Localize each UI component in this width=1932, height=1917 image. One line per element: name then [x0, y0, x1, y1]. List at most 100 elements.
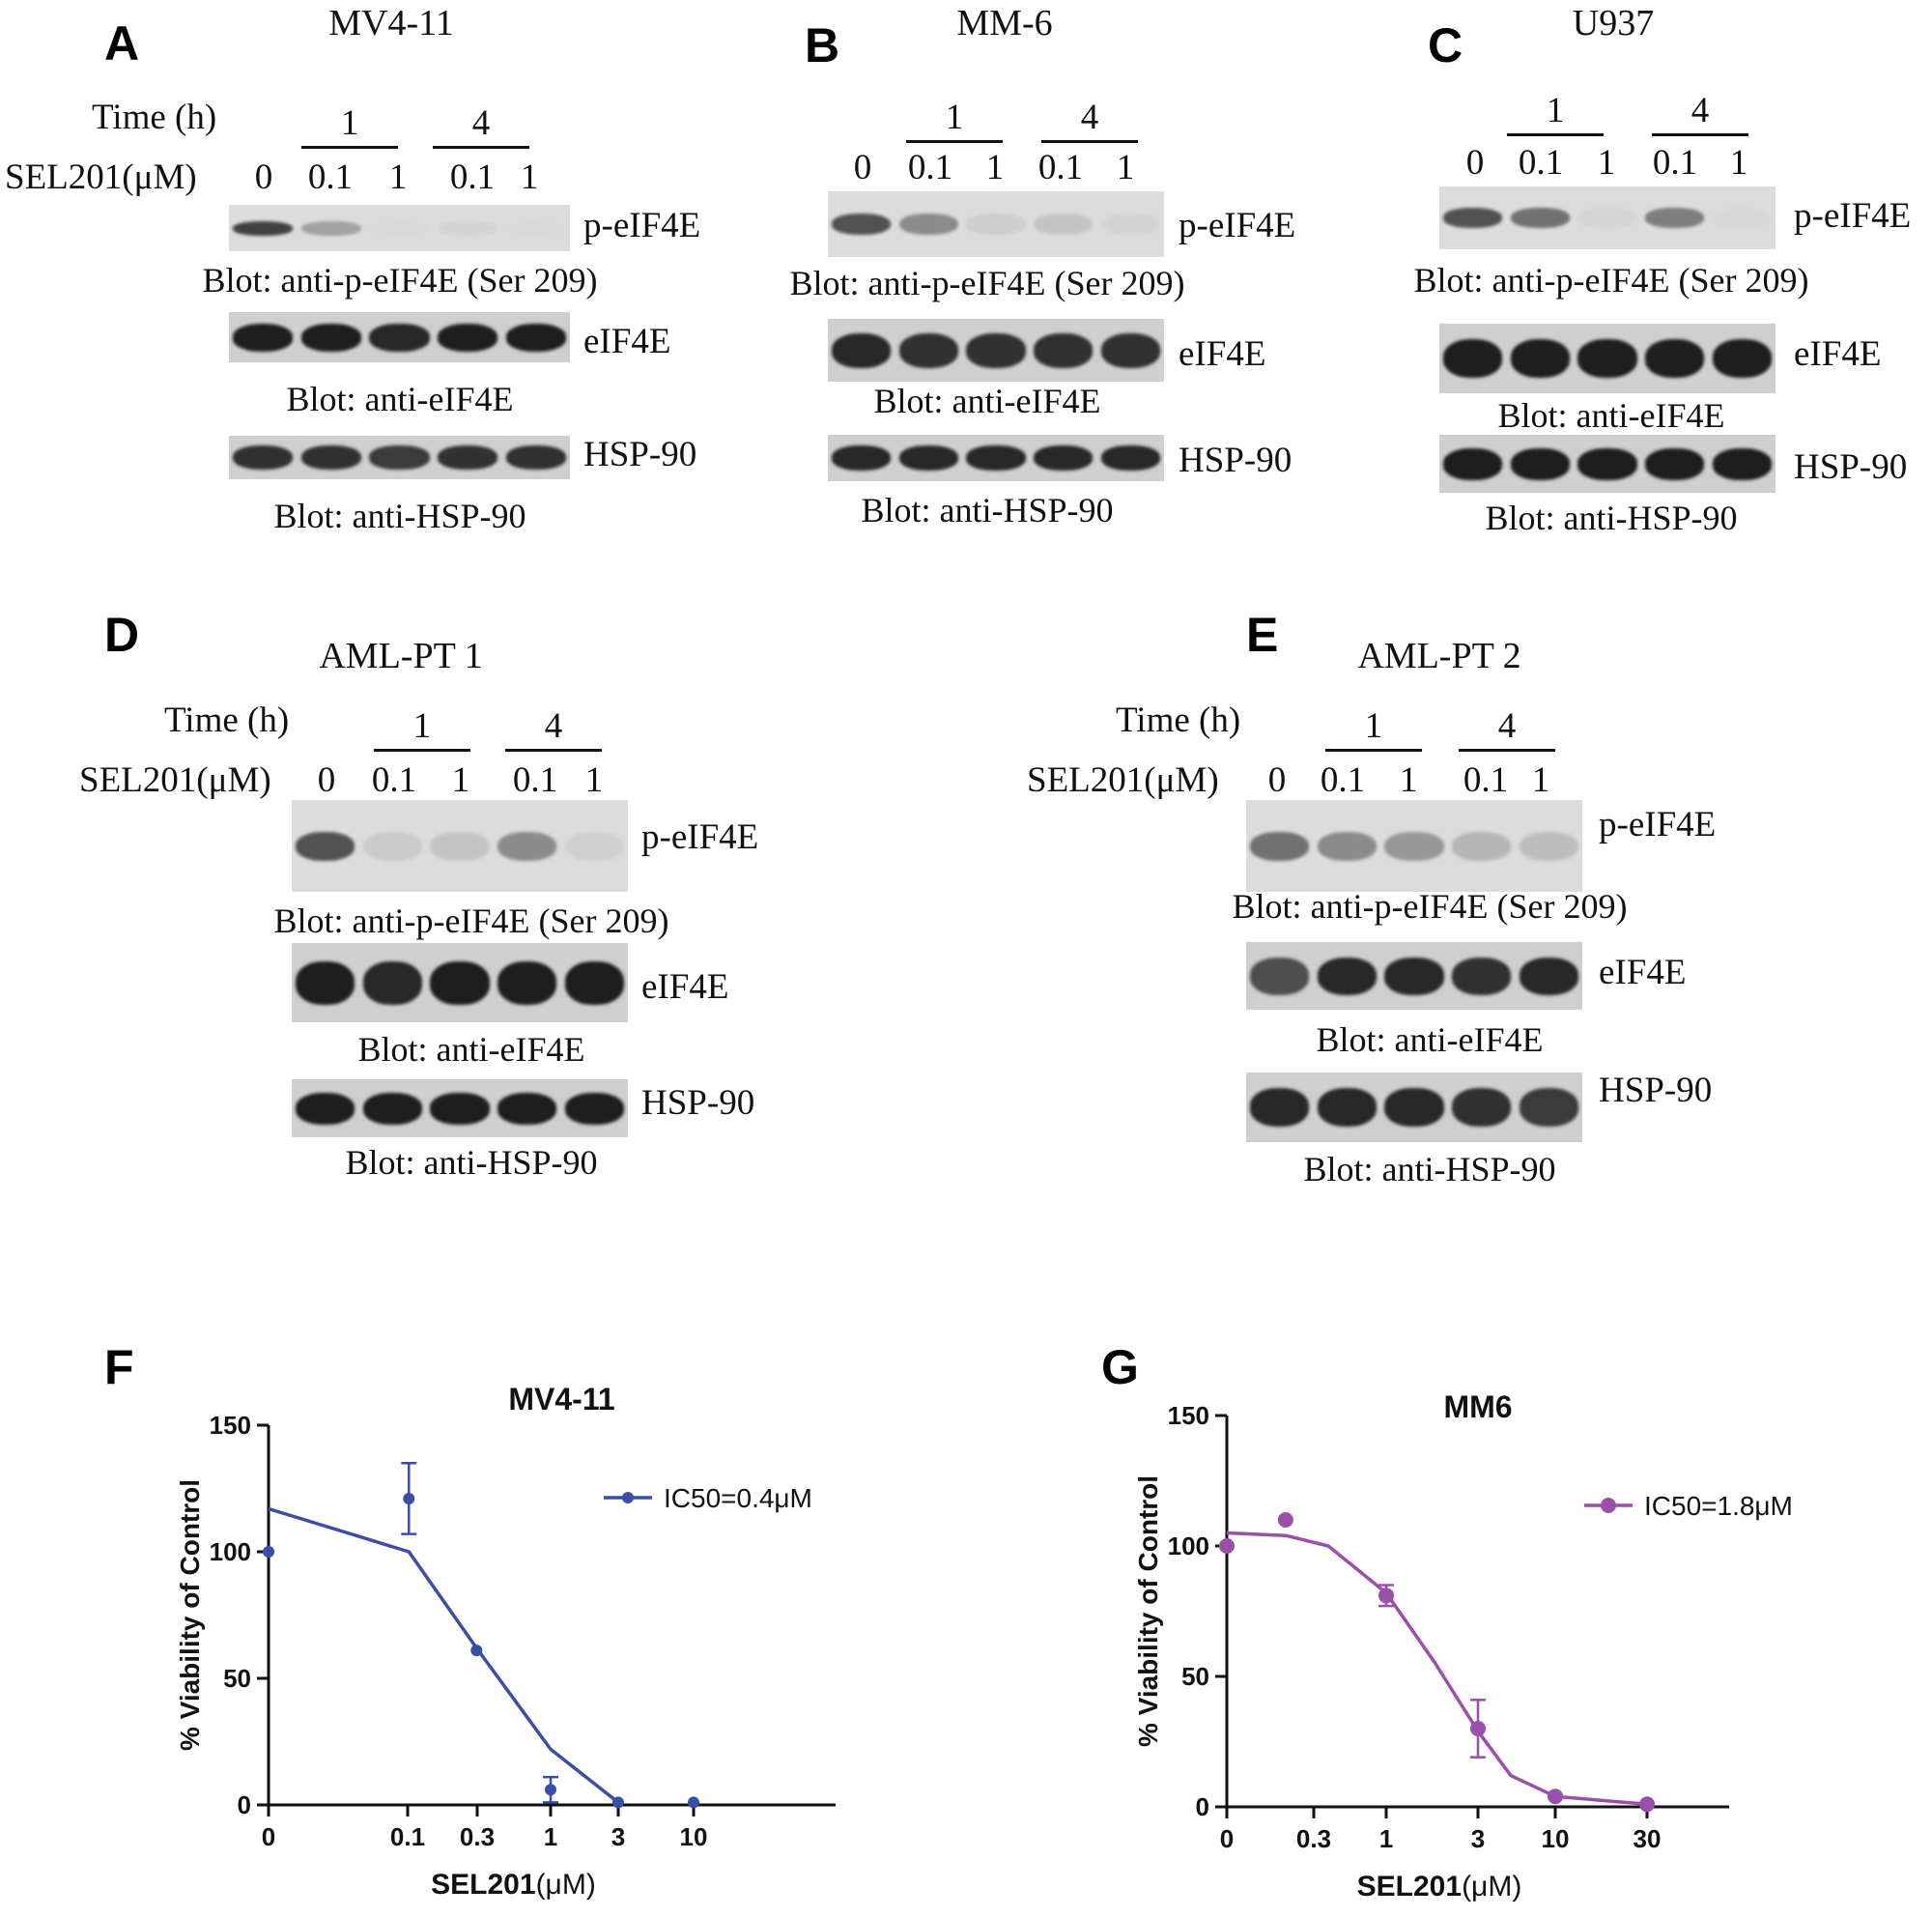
- blot-strip: [828, 435, 1164, 481]
- dose-value: 0.1: [1037, 148, 1084, 187]
- y-tick-label: 50: [1181, 1662, 1209, 1691]
- blot-band: [1250, 1088, 1310, 1127]
- data-point: [688, 1796, 699, 1809]
- x-axis-label: SEL201(μM): [431, 1869, 596, 1901]
- blot-target-label: p-eIF4E: [641, 817, 759, 857]
- blot-strip: [1439, 435, 1776, 493]
- blot-band: [564, 831, 624, 861]
- blot-band: [966, 214, 1026, 235]
- blot-band: [1712, 208, 1772, 228]
- dose-value: 0.1: [371, 760, 417, 800]
- time-value: 1: [945, 98, 964, 137]
- time-group-bar: [1459, 749, 1555, 752]
- fit-curve: [1226, 1531, 1648, 1807]
- data-point: [545, 1784, 556, 1796]
- panel-letter: G: [1101, 1340, 1139, 1394]
- blot-band: [1510, 339, 1570, 378]
- blot-band: [564, 1092, 624, 1125]
- legend-marker: [1601, 1498, 1616, 1513]
- blot-strip: [229, 205, 570, 251]
- blot-target-label: HSP-90: [583, 435, 697, 474]
- time-label: Time (h): [92, 98, 217, 137]
- blot-band: [898, 445, 958, 471]
- cell-line-title: MM-6: [956, 3, 1053, 43]
- blot-band: [233, 445, 294, 470]
- blot-band: [1384, 957, 1444, 995]
- blot-band: [1250, 831, 1310, 861]
- dose-response-chart-g: 0 50 100 150 0 0.3 1 3 10 30 MM6 % Viability of Con…: [1133, 1389, 1793, 1903]
- blot-caption: Blot: anti-p-eIF4E (Ser 209): [273, 901, 669, 940]
- panel-letter: D: [104, 608, 140, 662]
- blot-band: [505, 323, 566, 352]
- blot-band: [296, 831, 355, 861]
- dose-value: 1: [1597, 143, 1616, 183]
- fit-curve: [268, 1506, 620, 1804]
- dose-value: 0: [1465, 143, 1485, 183]
- blot-target-label: HSP-90: [1599, 1071, 1713, 1110]
- blot-band: [438, 323, 498, 352]
- time-value: 4: [1690, 91, 1710, 130]
- blot-caption: Blot: anti-HSP-90: [861, 491, 1114, 529]
- blot-target-label: eIF4E: [641, 967, 729, 1007]
- blot-band: [1519, 831, 1578, 861]
- blot-band: [1250, 957, 1310, 995]
- dose-value: 1: [1116, 148, 1135, 187]
- blot-target-label: HSP-90: [641, 1083, 755, 1123]
- x-axis-label-bold: SEL201: [1357, 1871, 1462, 1903]
- data-point: [1219, 1538, 1235, 1554]
- x-axis-label-bold: SEL201: [431, 1869, 535, 1901]
- panel-letter: F: [104, 1340, 134, 1394]
- x-tick-label: 0: [1220, 1824, 1234, 1853]
- blot-caption: Blot: anti-eIF4E: [1497, 396, 1725, 435]
- dose-value: 0.1: [1463, 760, 1509, 800]
- dose-value: 0.1: [907, 148, 953, 187]
- blot-band: [1033, 332, 1094, 368]
- blot-strip: [229, 436, 570, 479]
- blot-band: [1317, 957, 1377, 995]
- blot-band: [497, 1092, 557, 1125]
- x-tick-label: 0.3: [460, 1822, 495, 1851]
- dose-value: 0.1: [1518, 143, 1564, 183]
- blot-strip: [828, 191, 1164, 257]
- dose-value: 1: [1399, 760, 1418, 800]
- blot-band: [300, 220, 361, 236]
- blot-band: [505, 445, 566, 470]
- dose-value: 0.1: [307, 157, 354, 197]
- dose-value: 0: [1267, 760, 1287, 800]
- x-tick-label: 10: [1542, 1824, 1570, 1853]
- dose-value: 0.1: [1320, 760, 1366, 800]
- dose-response-chart-f: 0 50 100 150 0 0.1 0.3 1 3 10 MV4-11 % Viability of…: [175, 1382, 836, 1901]
- panel-letter: E: [1246, 608, 1279, 662]
- blot-band: [1443, 339, 1503, 378]
- x-tick-label: 3: [611, 1822, 625, 1851]
- blot-band: [1644, 447, 1705, 480]
- blot-strip: [292, 943, 628, 1022]
- blot-band: [497, 960, 557, 1005]
- panel-letter: A: [104, 16, 140, 71]
- time-group-bar: [1507, 133, 1604, 136]
- blot-band: [1451, 1088, 1512, 1127]
- blot-band: [1033, 445, 1094, 471]
- legend-label: IC50=0.4μM: [664, 1483, 812, 1513]
- chart-title: MV4-11: [508, 1382, 614, 1416]
- blot-caption: Blot: anti-HSP-90: [345, 1143, 598, 1182]
- blot-band: [1317, 1088, 1377, 1127]
- time-label: Time (h): [1116, 701, 1241, 740]
- blot-strip: [1439, 186, 1776, 249]
- blot-band: [898, 332, 958, 368]
- blot-band: [1712, 447, 1772, 480]
- dose-label: SEL201(μM): [1027, 760, 1219, 800]
- blot-caption: Blot: anti-p-eIF4E (Ser 209): [1413, 261, 1809, 300]
- dose-value: 1: [985, 148, 1005, 187]
- blot-band: [1033, 214, 1094, 235]
- x-tick-label: 0.1: [390, 1822, 425, 1851]
- blot-band: [430, 960, 490, 1005]
- blot-band: [438, 445, 498, 470]
- panel-letter: B: [805, 18, 840, 72]
- blot-band: [296, 1092, 355, 1125]
- blot-target-label: HSP-90: [1794, 447, 1908, 487]
- blot-band: [1100, 214, 1160, 235]
- blot-caption: Blot: anti-eIF4E: [1316, 1020, 1544, 1059]
- x-tick-label: 30: [1634, 1824, 1662, 1853]
- x-tick-label: 1: [1379, 1824, 1393, 1853]
